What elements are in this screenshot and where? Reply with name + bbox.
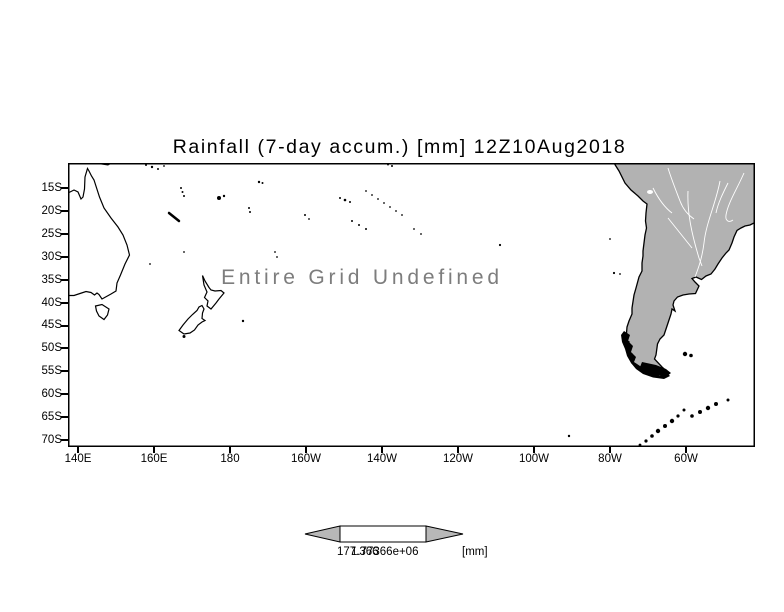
x-tick-label: 100W — [518, 453, 550, 465]
x-tick-label: 140W — [366, 453, 398, 465]
x-tick-label: 120W — [442, 453, 474, 465]
y-axis-tick — [61, 370, 68, 372]
nz-south-island — [178, 304, 207, 335]
y-axis-tick — [61, 325, 68, 327]
x-axis-tick — [153, 447, 155, 453]
x-axis-tick — [533, 447, 535, 453]
y-tick-label: 60S — [41, 388, 62, 400]
new-caledonia — [167, 211, 181, 223]
y-tick-label: 40S — [41, 297, 62, 309]
colorbar-label-min: 177.366 — [337, 546, 379, 558]
y-axis-tick — [61, 393, 68, 395]
y-axis-tick — [61, 347, 68, 349]
x-tick-label: 160E — [140, 453, 168, 465]
y-tick-label: 65S — [41, 411, 62, 423]
y-axis-tick — [61, 187, 68, 189]
x-axis-tick — [609, 447, 611, 453]
antarctic-peninsula-specks — [567, 398, 730, 447]
y-axis-tick — [61, 233, 68, 235]
x-axis-tick — [305, 447, 307, 453]
y-axis-tick — [61, 210, 68, 212]
australia-coastline — [68, 167, 131, 300]
colorbar — [303, 523, 465, 545]
y-axis-tick — [61, 279, 68, 281]
x-axis-tick — [685, 447, 687, 453]
y-axis-tick — [61, 256, 68, 258]
map-coastlines — [68, 163, 755, 447]
falkland-islands — [682, 351, 693, 358]
y-tick-label: 45S — [41, 319, 62, 331]
tierra-del-fuego — [640, 362, 671, 377]
y-tick-label: 25S — [41, 228, 62, 240]
x-axis-tick — [77, 447, 79, 453]
x-tick-label: 180 — [220, 453, 240, 465]
y-axis-tick — [61, 439, 68, 441]
plot-title: Rainfall (7-day accum.) [mm] 12Z10Aug201… — [172, 136, 627, 158]
nz-north-island — [201, 275, 225, 310]
y-tick-label: 15S — [41, 182, 62, 194]
x-tick-label: 140E — [64, 453, 92, 465]
y-axis-tick — [61, 416, 68, 418]
y-tick-label: 70S — [41, 434, 62, 446]
tasmania — [94, 303, 110, 321]
y-tick-label: 35S — [41, 274, 62, 286]
river-lines — [652, 167, 745, 278]
grid-undefined-message: Entire Grid Undefined — [221, 266, 503, 289]
y-axis-tick — [61, 302, 68, 304]
x-axis-tick — [381, 447, 383, 453]
plot-area — [68, 163, 755, 447]
plot-frame — [68, 163, 755, 447]
x-tick-label: 80W — [598, 453, 622, 465]
x-tick-label: 60W — [674, 453, 698, 465]
y-tick-label: 20S — [41, 205, 62, 217]
colorbar-label-max: 1.77366e+06 — [351, 546, 419, 558]
colorbar-middle-cell — [339, 525, 427, 543]
colorbar-units-label: [mm] — [462, 546, 488, 558]
x-axis-tick — [229, 447, 231, 453]
x-tick-label: 160W — [290, 453, 322, 465]
x-axis-tick — [457, 447, 459, 453]
colorbar-right-arrow — [425, 525, 464, 543]
y-tick-label: 50S — [41, 342, 62, 354]
y-tick-label: 30S — [41, 251, 62, 263]
pacific-island-specks — [145, 163, 621, 275]
y-tick-label: 55S — [41, 365, 62, 377]
lake-titicaca — [647, 190, 653, 194]
colorbar-left-arrow — [304, 525, 341, 543]
